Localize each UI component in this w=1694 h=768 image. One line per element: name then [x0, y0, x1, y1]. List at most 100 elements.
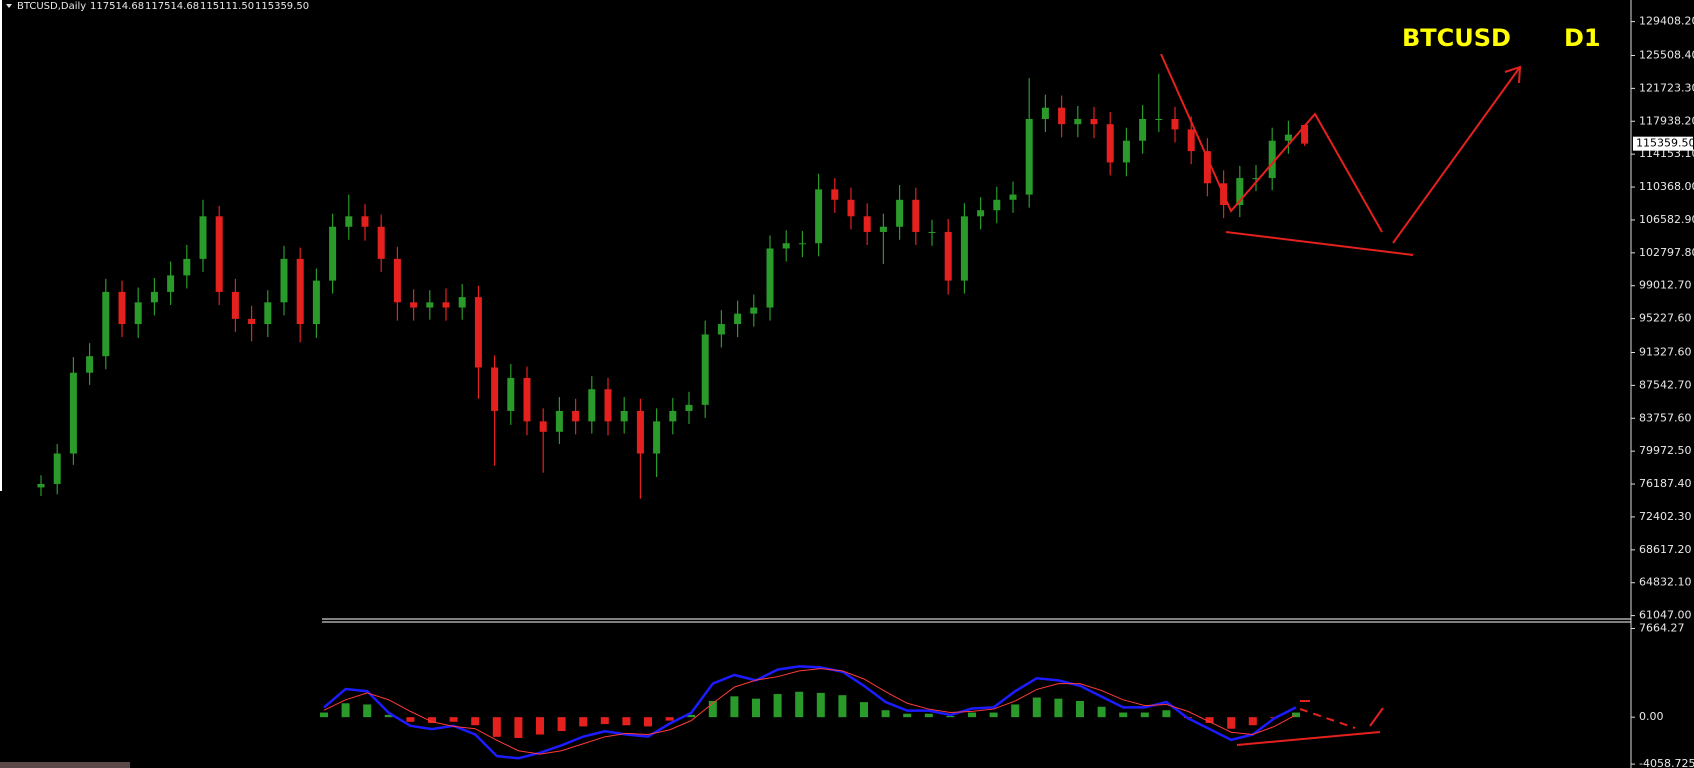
- candle-body: [766, 248, 774, 308]
- histogram-bar: [1011, 704, 1020, 718]
- candle-body: [685, 404, 693, 411]
- candle-body: [863, 216, 871, 232]
- histogram-bar: [622, 717, 631, 726]
- histogram-bar: [816, 692, 825, 718]
- ohlc-value: 115111.50: [200, 1, 254, 12]
- ohlc-value: 115359.50: [255, 1, 309, 12]
- histogram-bar: [752, 698, 760, 718]
- candle-body: [345, 216, 353, 227]
- candle-body: [636, 410, 644, 454]
- y-tick-label: 68617.20: [1639, 543, 1692, 556]
- y-tick-label: 87542.70: [1639, 378, 1692, 391]
- candle-body: [491, 367, 499, 411]
- y-tick-label: 121723.30: [1639, 81, 1694, 94]
- histogram-bar: [1162, 710, 1171, 718]
- annotation-timeframe: D1: [1564, 24, 1601, 52]
- histogram-bar: [406, 717, 415, 722]
- histogram-bar: [1248, 717, 1257, 726]
- y-tick-label: 79972.50: [1639, 444, 1692, 457]
- candle-body: [1058, 107, 1066, 125]
- histogram-bar: [644, 717, 652, 727]
- candle-body: [458, 297, 466, 308]
- candle-body: [215, 216, 223, 292]
- histogram-bar: [881, 710, 890, 718]
- candle-body: [588, 389, 596, 422]
- histogram-bar: [1032, 697, 1041, 718]
- histogram-bar: [428, 717, 436, 723]
- candle-body: [231, 291, 239, 319]
- candle-body: [734, 313, 742, 325]
- marks: [37, 21, 1635, 765]
- candle-body: [118, 291, 126, 325]
- histogram-bar: [1205, 717, 1214, 723]
- histogram-bar: [449, 717, 458, 722]
- y-tick-label: 72402.30: [1639, 510, 1692, 523]
- histogram-bar: [730, 696, 739, 718]
- candle-body: [1284, 134, 1292, 141]
- last-price-label: 115359.50: [1636, 137, 1694, 150]
- y-tick-label: 106582.90: [1639, 213, 1694, 226]
- histogram-bar: [320, 712, 328, 718]
- candle-body: [248, 318, 256, 325]
- candle-body: [1025, 118, 1033, 195]
- histogram-bar: [1119, 712, 1128, 718]
- histogram-bar: [1227, 717, 1236, 729]
- candle-body: [264, 302, 272, 325]
- histogram-bar: [903, 713, 912, 718]
- y-tick-label: 99012.70: [1639, 279, 1692, 292]
- candle-body: [1236, 178, 1244, 206]
- candle-body: [555, 410, 563, 432]
- candle-body: [896, 199, 904, 227]
- candle-body: [1301, 124, 1309, 144]
- candle-body: [717, 324, 725, 335]
- candle-body: [1090, 118, 1098, 125]
- histogram-bar: [665, 717, 674, 721]
- candle-body: [1041, 107, 1049, 119]
- candle-body: [1187, 129, 1195, 152]
- histogram-bar: [579, 717, 588, 727]
- y-tick-label: 64832.10: [1639, 576, 1692, 589]
- arrow-head: [1504, 65, 1522, 84]
- histogram-bar: [492, 717, 501, 737]
- candle-body: [134, 302, 142, 325]
- support-line: [1225, 231, 1414, 256]
- macd-line: [323, 665, 1297, 760]
- candle-body: [523, 377, 531, 422]
- candle-body: [879, 226, 887, 232]
- candle-body: [912, 199, 920, 232]
- histogram-bar: [989, 712, 998, 718]
- candle-body: [1252, 178, 1260, 180]
- candle-body: [150, 291, 158, 303]
- candle-body: [831, 189, 839, 200]
- histogram-bar: [838, 695, 847, 718]
- y-tick-label: 83757.60: [1639, 411, 1692, 424]
- candle-body: [183, 258, 191, 276]
- histogram-bar: [860, 702, 868, 718]
- candle-body: [815, 189, 823, 244]
- y-tick-label: 61047.00: [1639, 609, 1692, 622]
- histogram-bar: [924, 713, 933, 718]
- candle-body: [928, 231, 936, 233]
- candle-body: [199, 216, 207, 259]
- candle-body: [1171, 118, 1179, 130]
- candle-body: [296, 258, 304, 325]
- projection-line: [1299, 708, 1356, 729]
- candle-body: [410, 302, 418, 308]
- candle-body: [1268, 140, 1276, 179]
- candle-body: [977, 210, 985, 217]
- candle-body: [86, 356, 94, 373]
- y-tick-label: -4058.725: [1639, 757, 1694, 768]
- histogram-bar: [536, 717, 544, 735]
- symbol-label: BTCUSD,Daily: [17, 1, 86, 12]
- histogram-bar: [600, 717, 609, 725]
- y-tick-label: 102797.80: [1639, 246, 1694, 259]
- candle-body: [53, 453, 61, 484]
- candle-body: [102, 291, 110, 357]
- candle-body: [507, 377, 515, 411]
- candle-body: [329, 226, 337, 281]
- candle-body: [1139, 118, 1147, 141]
- candle-body: [280, 258, 288, 303]
- y-tick-label: 91327.60: [1639, 345, 1692, 358]
